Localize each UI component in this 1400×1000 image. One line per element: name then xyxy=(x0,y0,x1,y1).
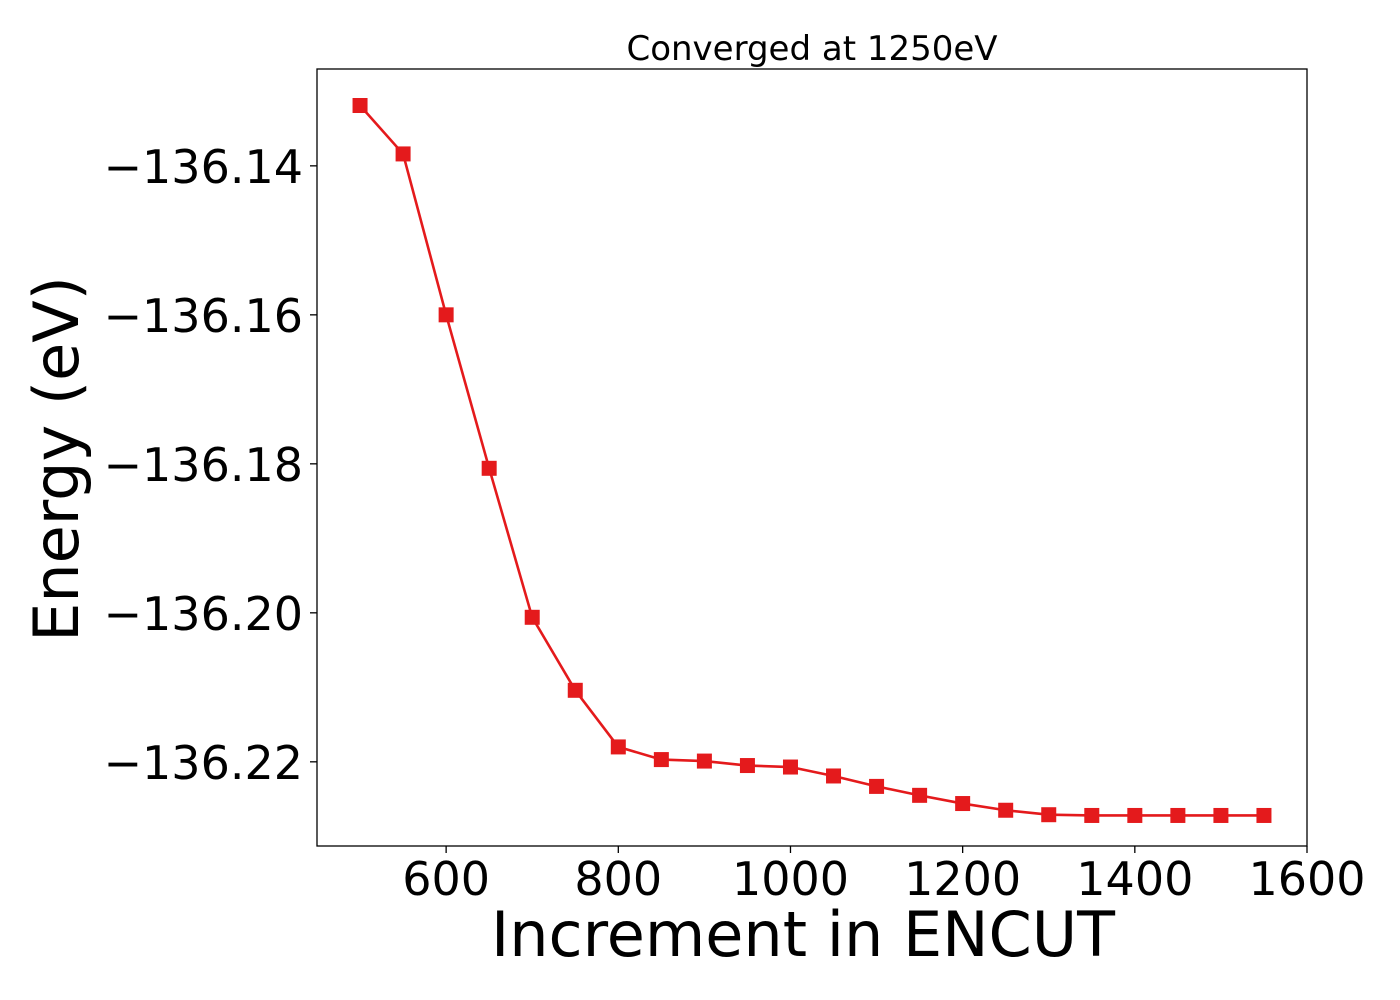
x-axis-label: Increment in ENCUT xyxy=(491,898,1116,971)
data-point-marker xyxy=(782,759,798,775)
x-tick-label: 600 xyxy=(402,852,490,906)
data-point-marker xyxy=(826,768,842,784)
data-point-marker xyxy=(912,787,928,803)
data-point-marker xyxy=(998,802,1014,818)
x-tick-label: 1200 xyxy=(904,852,1021,906)
series-line xyxy=(359,104,1264,817)
y-tick-label: −136.22 xyxy=(104,736,304,790)
y-tick-label: −136.14 xyxy=(104,140,304,194)
data-point-marker xyxy=(524,609,540,625)
data-point-marker xyxy=(1127,807,1143,823)
data-point-marker xyxy=(395,146,411,162)
data-point-marker xyxy=(481,460,497,476)
data-point-marker xyxy=(653,752,669,768)
chart-title: Converged at 1250eV xyxy=(626,29,997,69)
data-point-marker xyxy=(955,796,971,812)
x-tick-label: 1000 xyxy=(732,852,849,906)
y-tick-label: −136.20 xyxy=(104,587,304,641)
y-axis-ticks: −136.14 −136.16 −136.18 −136.20 −136.22 xyxy=(104,140,317,790)
data-point-marker xyxy=(1256,807,1272,823)
x-axis-ticks: 600 800 1000 1200 1400 1600 xyxy=(402,846,1366,906)
y-tick-label: −136.18 xyxy=(104,438,304,492)
x-tick-label: 800 xyxy=(574,852,662,906)
data-point-marker xyxy=(352,98,368,114)
data-point-marker xyxy=(869,778,885,794)
data-point-marker xyxy=(1213,807,1229,823)
data-point-marker xyxy=(739,758,755,774)
plot-marks xyxy=(352,98,1272,823)
x-tick-label: 1400 xyxy=(1076,852,1193,906)
data-point-marker xyxy=(567,682,583,698)
y-tick-label: −136.16 xyxy=(104,289,304,343)
data-point-marker xyxy=(696,753,712,769)
plot-frame xyxy=(316,68,1308,847)
data-point-marker xyxy=(1041,807,1057,823)
x-tick-label: 1600 xyxy=(1248,852,1365,906)
data-point-marker xyxy=(1170,807,1186,823)
y-axis-label: Energy (eV) xyxy=(20,276,93,642)
data-point-marker xyxy=(610,739,626,755)
data-point-marker xyxy=(438,307,454,323)
data-point-marker xyxy=(1084,807,1100,823)
